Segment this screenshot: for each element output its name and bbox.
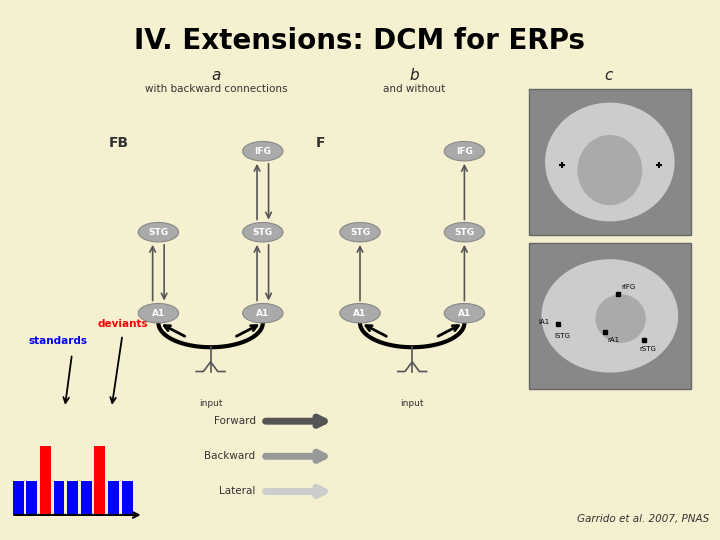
Text: A1: A1 [354, 309, 366, 318]
Ellipse shape [444, 222, 485, 242]
Ellipse shape [243, 303, 283, 323]
Text: a: a [211, 68, 221, 83]
Text: F: F [315, 136, 325, 150]
Ellipse shape [595, 294, 646, 343]
Bar [529, 243, 691, 389]
Text: Lateral: Lateral [219, 487, 256, 496]
Bar [40, 446, 51, 515]
Ellipse shape [444, 141, 485, 161]
Text: b: b [409, 68, 419, 83]
Text: lSTG: lSTG [554, 333, 570, 339]
Bar [108, 481, 119, 515]
Ellipse shape [138, 222, 179, 242]
Text: Backward: Backward [204, 451, 256, 461]
Text: A1: A1 [458, 309, 471, 318]
Ellipse shape [243, 222, 283, 242]
Text: FB: FB [109, 136, 129, 150]
Text: and without: and without [383, 84, 445, 94]
Text: STG: STG [454, 228, 474, 237]
Ellipse shape [340, 303, 380, 323]
Bar [529, 89, 691, 235]
Text: rA1: rA1 [607, 338, 619, 343]
Ellipse shape [340, 222, 380, 242]
Ellipse shape [577, 135, 642, 205]
Text: A1: A1 [256, 309, 269, 318]
Text: STG: STG [253, 228, 273, 237]
Text: STG: STG [148, 228, 168, 237]
Text: rIFG: rIFG [621, 284, 636, 290]
Ellipse shape [138, 303, 179, 323]
Text: standards: standards [29, 335, 88, 346]
Text: STG: STG [350, 228, 370, 237]
Text: Forward: Forward [214, 416, 256, 426]
Bar [122, 481, 132, 515]
Text: c: c [604, 68, 613, 83]
Text: input: input [199, 399, 222, 408]
Text: Garrido et al. 2007, PNAS: Garrido et al. 2007, PNAS [577, 514, 709, 524]
Text: with backward connections: with backward connections [145, 84, 287, 94]
Text: rSTG: rSTG [639, 346, 656, 352]
Text: IFG: IFG [254, 147, 271, 156]
Text: A1: A1 [152, 309, 165, 318]
Bar [67, 481, 78, 515]
Bar [13, 481, 24, 515]
Text: lA1: lA1 [538, 319, 549, 326]
Bar [27, 481, 37, 515]
Text: deviants: deviants [97, 319, 148, 329]
Ellipse shape [541, 259, 678, 373]
Bar [94, 446, 105, 515]
Text: IFG: IFG [456, 147, 473, 156]
Ellipse shape [243, 141, 283, 161]
Text: IV. Extensions: DCM for ERPs: IV. Extensions: DCM for ERPs [135, 27, 585, 55]
Bar [81, 481, 91, 515]
Ellipse shape [444, 303, 485, 323]
Bar [53, 481, 65, 515]
Text: input: input [400, 399, 424, 408]
Ellipse shape [545, 103, 675, 221]
